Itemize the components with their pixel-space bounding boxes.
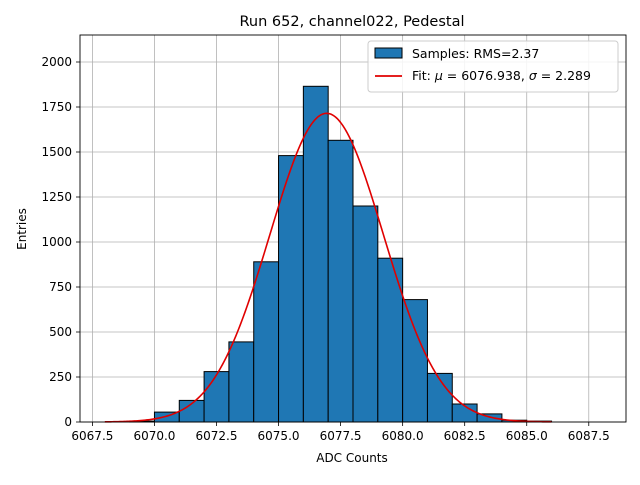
- histogram-bar: [203, 371, 230, 423]
- x-tick-label: 6072.5: [196, 429, 238, 443]
- plot-frame: [79, 34, 627, 423]
- legend-fit-label: Fit: μ = 6076.938, σ = 2.289: [412, 68, 591, 83]
- y-tick-label: 750: [49, 280, 72, 294]
- x-tick-label: 6080.0: [382, 429, 424, 443]
- y-tick-label: 1500: [41, 145, 72, 159]
- legend-sigma-symbol: σ: [529, 68, 538, 83]
- x-tick-label: 6077.5: [320, 429, 362, 443]
- legend-histogram-label: Samples: RMS=2.37: [412, 46, 539, 61]
- histogram-bar: [327, 139, 354, 423]
- legend-fit-prefix: Fit:: [412, 68, 435, 83]
- legend-box: [367, 40, 619, 93]
- y-tick-label: 2000: [41, 55, 72, 69]
- x-tick-label: 6087.5: [568, 429, 610, 443]
- x-axis-ticks: 6067.5 6070.0 6072.5 6075.0 6077.5 6080.0 6082…: [71, 422, 610, 443]
- histogram-bar: [228, 341, 255, 423]
- legend-sigma-value: = 2.289: [537, 68, 591, 83]
- y-tick-label: 1750: [41, 100, 72, 114]
- y-tick-label: 250: [49, 370, 72, 384]
- chart-title: Run 652, channel022, Pedestal: [239, 14, 464, 30]
- y-tick-label: 1250: [41, 190, 72, 204]
- y-axis-ticks: 0 250 500 750 1000 1250 1500 1750 2000: [41, 55, 80, 429]
- histogram-bar: [402, 299, 428, 423]
- x-tick-label: 6085.0: [506, 429, 548, 443]
- x-tick-label: 6070.0: [133, 429, 175, 443]
- histogram-bars: [129, 85, 553, 423]
- histogram-bar: [426, 372, 453, 423]
- legend: Samples: RMS=2.37 Fit: μ = 6076.938, σ =…: [367, 40, 619, 93]
- y-tick-label: 1000: [41, 235, 72, 249]
- y-tick-label: 500: [49, 325, 72, 339]
- histogram-bar: [476, 413, 503, 423]
- x-axis-label: ADC Counts: [316, 451, 388, 465]
- legend-histogram-swatch: [374, 47, 403, 59]
- legend-mu-value: = 6076.938,: [443, 68, 529, 83]
- histogram-bar: [253, 261, 280, 423]
- x-tick-label: 6075.0: [258, 429, 300, 443]
- y-axis-label: Entries: [15, 208, 29, 250]
- legend-mu-symbol: μ: [434, 68, 443, 83]
- histogram-bar: [302, 85, 329, 423]
- x-tick-label: 6067.5: [71, 429, 113, 443]
- histogram-bar: [352, 205, 379, 423]
- x-tick-label: 6082.5: [444, 429, 486, 443]
- y-tick-label: 0: [64, 415, 72, 429]
- fit-curve: [104, 112, 552, 423]
